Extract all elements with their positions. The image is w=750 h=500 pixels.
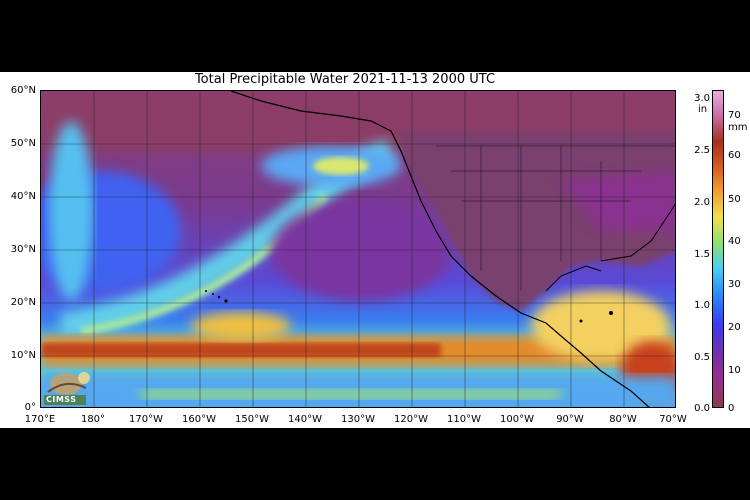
cimss-logo-text: CIMSS xyxy=(46,395,77,404)
colorbar-mm-tick: 30 xyxy=(728,279,741,290)
lon-label: 140°W xyxy=(288,414,322,425)
colorbar-mm-tick: 10 xyxy=(728,365,741,376)
colorbar-mm-tick: 60 xyxy=(728,150,741,161)
colorbar-inch-tick: 3.0 xyxy=(694,93,710,104)
colorbar-inch-tick: 1.0 xyxy=(694,300,710,311)
lon-label: 130°W xyxy=(341,414,375,425)
lat-label: 20°N xyxy=(10,297,36,308)
colorbar-mm-tick: 50 xyxy=(728,194,741,205)
tpw-map xyxy=(40,90,676,408)
lon-label: 170°W xyxy=(129,414,163,425)
lat-label: 30°N xyxy=(10,244,36,255)
lat-label: 60°N xyxy=(10,85,36,96)
lon-label: 180° xyxy=(80,414,106,425)
colorbar-mm-tick: 0 xyxy=(728,403,735,414)
colorbar-inch-tick: 2.5 xyxy=(694,145,710,156)
lon-label: 120°W xyxy=(394,414,428,425)
colorbar-inch-tick: 1.5 xyxy=(694,249,710,260)
colorbar-inch-unit: in xyxy=(698,104,708,115)
colorbar-inch-tick: 2.0 xyxy=(694,197,710,208)
lon-label: 110°W xyxy=(447,414,481,425)
tpw-field xyxy=(41,91,675,407)
colorbar-mm-tick: 20 xyxy=(728,322,741,333)
colorbar-mm-tick: 40 xyxy=(728,236,741,247)
lon-label: 100°W xyxy=(500,414,534,425)
lon-label: 150°W xyxy=(235,414,269,425)
lon-label: 90°W xyxy=(556,414,584,425)
lat-label: 50°N xyxy=(10,138,36,149)
colorbar-inch-tick: 0.5 xyxy=(694,352,710,363)
lat-label: 10°N xyxy=(10,350,36,361)
colorbar xyxy=(712,90,724,408)
lat-label: 40°N xyxy=(10,191,36,202)
lat-label: 0° xyxy=(24,402,36,413)
lon-label: 160°W xyxy=(182,414,216,425)
coastline xyxy=(230,91,650,407)
colorbar-mm-unit: mm xyxy=(728,122,748,133)
colorbar-mm-tick: 70 xyxy=(728,110,741,121)
map-title: Total Precipitable Water 2021-11-13 2000… xyxy=(194,72,496,87)
cimss-logo: CIMSS xyxy=(42,370,102,406)
lon-label: 170°E xyxy=(24,414,56,425)
lon-label: 80°W xyxy=(609,414,637,425)
colorbar-inch-tick: 0.0 xyxy=(694,403,710,414)
lon-label: 70°W xyxy=(659,414,687,425)
